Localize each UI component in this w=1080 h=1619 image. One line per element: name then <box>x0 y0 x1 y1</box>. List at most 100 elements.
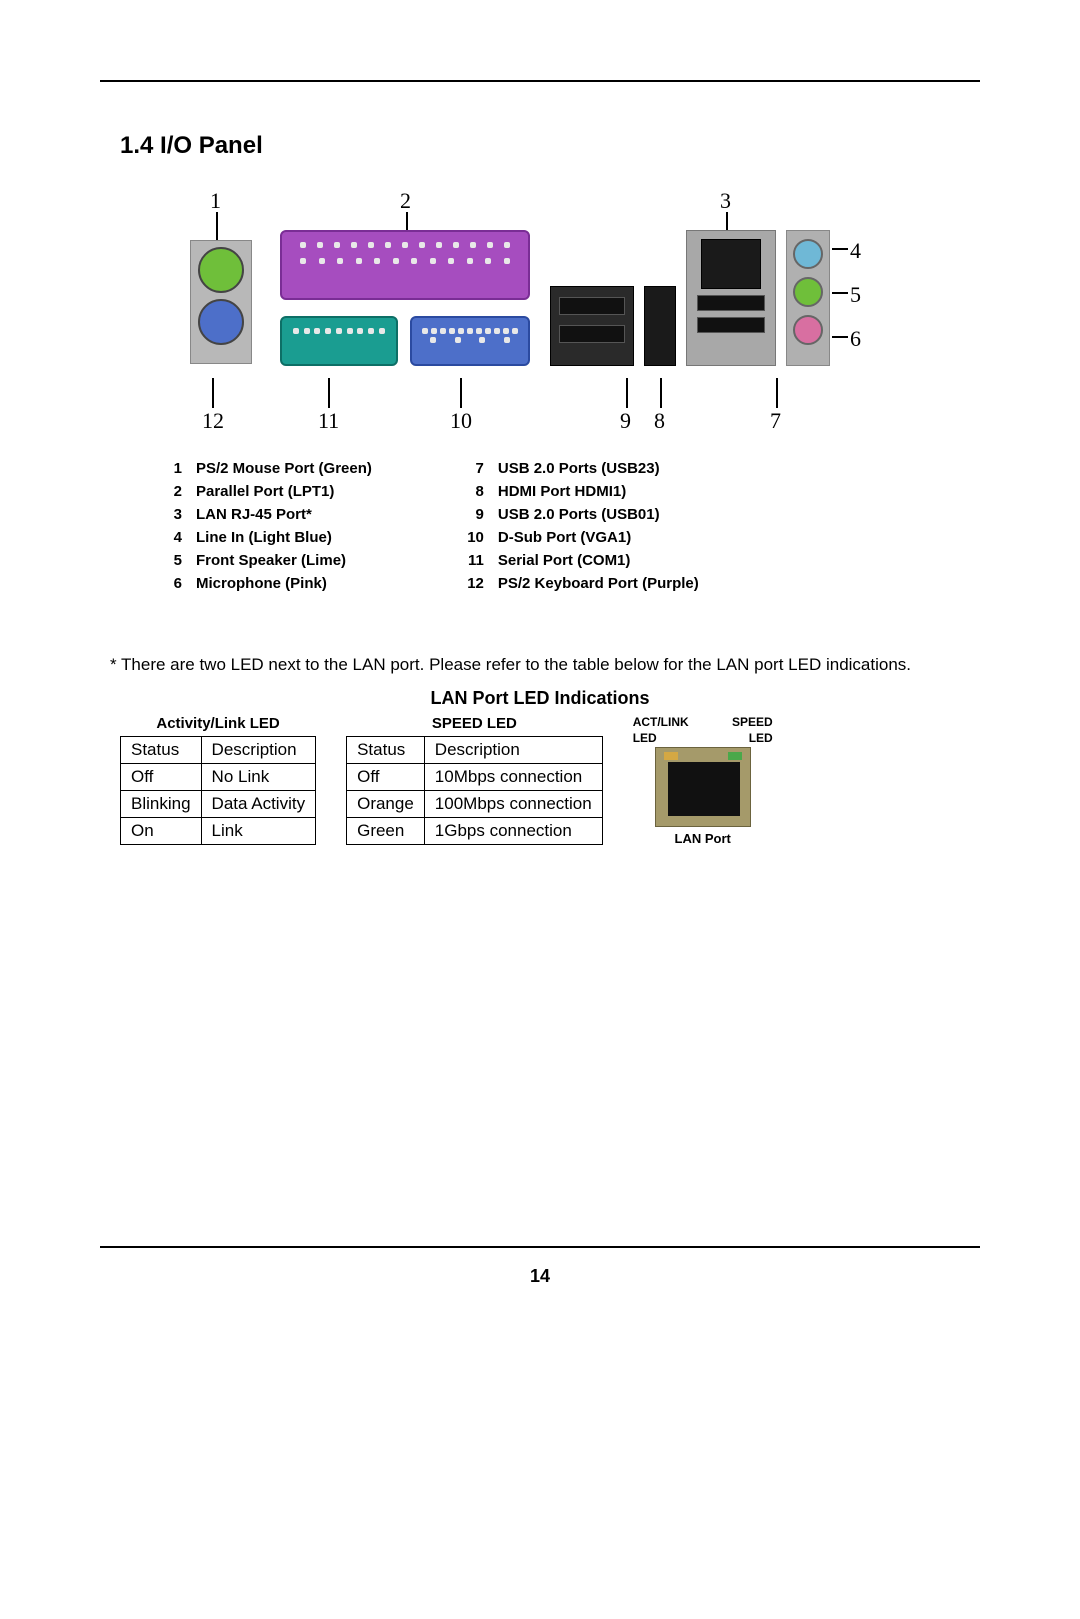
legend-num: 3 <box>160 506 182 523</box>
callout-10: 10 <box>450 408 472 434</box>
legend-num: 7 <box>462 460 484 477</box>
table-cell: Blinking <box>121 790 202 817</box>
led-left-icon <box>664 752 678 760</box>
table-row: BlinkingData Activity <box>121 790 316 817</box>
legend-row: 12 PS/2 Keyboard Port (Purple) <box>462 575 699 592</box>
legend-row: 3 LAN RJ-45 Port* <box>160 506 372 523</box>
legend-label: Microphone (Pink) <box>196 575 327 592</box>
table-cell: Orange <box>347 790 425 817</box>
table-cell: 1Gbps connection <box>424 817 602 844</box>
legend-row: 11 Serial Port (COM1) <box>462 552 699 569</box>
actlink-hdr: ACT/LINK <box>633 715 689 729</box>
legend-label: USB 2.0 Ports (USB01) <box>498 506 660 523</box>
vga-port <box>410 316 530 366</box>
legend-num: 12 <box>462 575 484 592</box>
legend-row: 2 Parallel Port (LPT1) <box>160 483 372 500</box>
table-cell: No Link <box>201 763 316 790</box>
legend-num: 11 <box>462 552 484 569</box>
io-panel-diagram: 1 2 3 4 5 6 12 11 10 9 8 7 <box>150 190 870 440</box>
legend-row: 4 Line In (Light Blue) <box>160 529 372 546</box>
legend-row: 1 PS/2 Mouse Port (Green) <box>160 460 372 477</box>
legend-num: 4 <box>160 529 182 546</box>
lan-port-label: LAN Port <box>633 831 773 846</box>
legend-num: 8 <box>462 483 484 500</box>
legend-num: 5 <box>160 552 182 569</box>
legend-row: 6 Microphone (Pink) <box>160 575 372 592</box>
table-cell: Off <box>347 763 425 790</box>
table-row: Off10Mbps connection <box>347 763 603 790</box>
table-row: OffNo Link <box>121 763 316 790</box>
ps2-keyboard-port <box>198 299 244 345</box>
callout-7: 7 <box>770 408 781 434</box>
activity-link-table: StatusDescriptionOffNo LinkBlinkingData … <box>120 736 316 845</box>
legend-label: Front Speaker (Lime) <box>196 552 346 569</box>
serial-port <box>280 316 398 366</box>
jack-line-in <box>793 239 823 269</box>
legend-label: PS/2 Keyboard Port (Purple) <box>498 575 699 592</box>
ps2-stack <box>190 240 252 364</box>
legend-row: 7 USB 2.0 Ports (USB23) <box>462 460 699 477</box>
jack-mic <box>793 315 823 345</box>
table-cell: 100Mbps connection <box>424 790 602 817</box>
table-cell: On <box>121 817 202 844</box>
legend-label: D-Sub Port (VGA1) <box>498 529 631 546</box>
callout-4: 4 <box>850 238 861 264</box>
table-header-cell: Status <box>121 736 202 763</box>
table-cell: Link <box>201 817 316 844</box>
callout-5: 5 <box>850 282 861 308</box>
lan-port-mini-diagram: ACT/LINK SPEED LED LED LAN Port <box>633 715 773 846</box>
legend-row: 9 USB 2.0 Ports (USB01) <box>462 506 699 523</box>
legend-num: 2 <box>160 483 182 500</box>
callout-12: 12 <box>202 408 224 434</box>
legend-num: 9 <box>462 506 484 523</box>
table-row: Orange100Mbps connection <box>347 790 603 817</box>
callout-3: 3 <box>720 188 731 214</box>
callout-6: 6 <box>850 326 861 352</box>
jack-speaker <box>793 277 823 307</box>
legend-row: 8HDMI Port HDMI1) <box>462 483 699 500</box>
table-cell: Data Activity <box>201 790 316 817</box>
activity-caption: Activity/Link LED <box>120 715 316 732</box>
legend-label: Parallel Port (LPT1) <box>196 483 334 500</box>
table-cell: Green <box>347 817 425 844</box>
speed-sub: LED <box>749 731 773 745</box>
ps2-mouse-port <box>198 247 244 293</box>
section-title: 1.4 I/O Panel <box>120 132 980 160</box>
legend-label: LAN RJ-45 Port* <box>196 506 312 523</box>
legend-label: Serial Port (COM1) <box>498 552 631 569</box>
callout-8: 8 <box>654 408 665 434</box>
legend-num: 1 <box>160 460 182 477</box>
legend-label: USB 2.0 Ports (USB23) <box>498 460 660 477</box>
port-legend: 1 PS/2 Mouse Port (Green) 2 Parallel Port (… <box>160 460 980 592</box>
bottom-rule <box>100 1246 980 1248</box>
legend-label: Line In (Light Blue) <box>196 529 332 546</box>
table-cell: 10Mbps connection <box>424 763 602 790</box>
table-row: OnLink <box>121 817 316 844</box>
actlink-sub: LED <box>633 731 657 745</box>
usb01-stack <box>550 286 634 366</box>
callout-1: 1 <box>210 188 221 214</box>
legend-num: 10 <box>462 529 484 546</box>
audio-jack-stack <box>786 230 830 366</box>
legend-row: 5 Front Speaker (Lime) <box>160 552 372 569</box>
led-table-title: LAN Port LED Indications <box>100 688 980 709</box>
legend-label: PS/2 Mouse Port (Green) <box>196 460 372 477</box>
speed-led-table: StatusDescriptionOff10Mbps connectionOra… <box>346 736 603 845</box>
callout-2: 2 <box>400 188 411 214</box>
callout-11: 11 <box>318 408 339 434</box>
parallel-port <box>280 230 530 300</box>
footnote: * There are two LED next to the LAN port… <box>110 652 980 678</box>
table-header-cell: Status <box>347 736 425 763</box>
speed-hdr: SPEED <box>732 715 773 729</box>
led-right-icon <box>728 752 742 760</box>
top-rule <box>100 80 980 82</box>
callout-9: 9 <box>620 408 631 434</box>
table-cell: Off <box>121 763 202 790</box>
table-row: Green1Gbps connection <box>347 817 603 844</box>
speed-caption: SPEED LED <box>346 715 603 732</box>
legend-num: 6 <box>160 575 182 592</box>
lan-usb23-stack <box>686 230 776 366</box>
table-header-cell: Description <box>424 736 602 763</box>
table-header-cell: Description <box>201 736 316 763</box>
rj45-port <box>701 239 761 289</box>
